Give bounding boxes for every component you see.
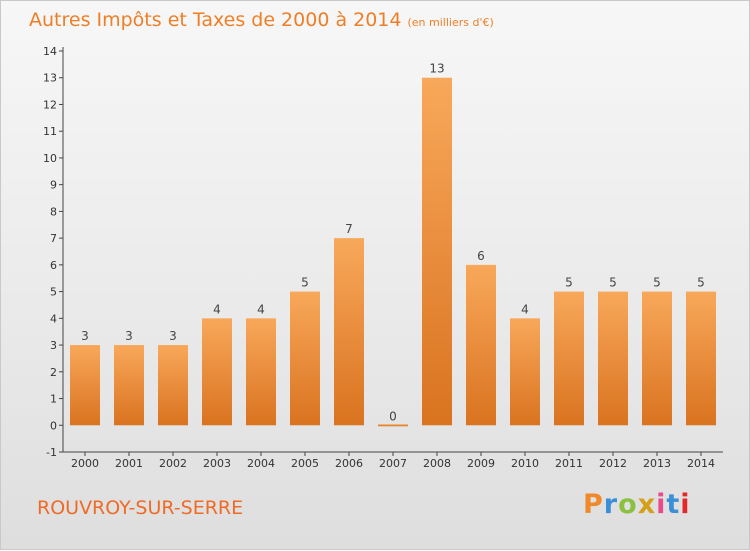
y-tick-label: 8 bbox=[50, 205, 57, 218]
bar-series bbox=[70, 77, 716, 427]
x-tick-label: 2001 bbox=[115, 457, 143, 470]
bar[interactable] bbox=[202, 318, 232, 426]
y-tick-label: -1 bbox=[46, 446, 57, 459]
logo-letter: i bbox=[656, 489, 667, 520]
x-tick-label: 2007 bbox=[379, 457, 407, 470]
bar[interactable] bbox=[114, 345, 144, 426]
x-tick-label: 2002 bbox=[159, 457, 187, 470]
chart-title-text: Autres Impôts et Taxes de 2000 à 2014 bbox=[29, 9, 402, 31]
x-tick-label: 2011 bbox=[555, 457, 583, 470]
y-tick-label: 10 bbox=[43, 152, 57, 165]
bar[interactable] bbox=[598, 291, 628, 426]
data-label: 5 bbox=[697, 276, 705, 290]
data-label: 5 bbox=[653, 276, 661, 290]
y-tick-label: 2 bbox=[50, 366, 57, 379]
data-label: 4 bbox=[521, 302, 529, 316]
bar[interactable] bbox=[510, 318, 540, 426]
x-tick-label: 2014 bbox=[687, 457, 715, 470]
x-tick-label: 2010 bbox=[511, 457, 539, 470]
data-label: 4 bbox=[257, 302, 265, 316]
logo-letter: t bbox=[666, 489, 681, 520]
y-tick-label: 11 bbox=[43, 125, 57, 138]
proxiti-logo[interactable]: Proxiti bbox=[583, 489, 691, 520]
data-labels: 3 3 3 4 4 5 7 0 13 6 4 5 5 5 5 bbox=[81, 62, 705, 424]
bar[interactable] bbox=[70, 345, 100, 426]
y-tick-label: 6 bbox=[50, 259, 57, 272]
data-label: 4 bbox=[213, 302, 221, 316]
x-tick-label: 2012 bbox=[599, 457, 627, 470]
logo-letter: r bbox=[603, 489, 619, 520]
y-tick-label: 1 bbox=[50, 393, 57, 406]
y-tick-label: 4 bbox=[50, 312, 57, 325]
data-label: 13 bbox=[429, 62, 444, 76]
y-tick-label: 12 bbox=[43, 98, 57, 111]
x-tick-label: 2013 bbox=[643, 457, 671, 470]
chart-title: Autres Impôts et Taxes de 2000 à 2014 (en… bbox=[29, 9, 494, 31]
data-label: 5 bbox=[609, 276, 617, 290]
chart-subtitle: (en milliers d'€) bbox=[407, 16, 494, 29]
logo-letter: x bbox=[637, 489, 657, 520]
bar[interactable] bbox=[158, 345, 188, 426]
data-label: 0 bbox=[389, 409, 397, 423]
commune-name: ROUVROY-SUR-SERRE bbox=[37, 497, 244, 519]
y-tick-label: 7 bbox=[50, 232, 57, 245]
y-tick-label: 9 bbox=[50, 179, 57, 192]
data-label: 5 bbox=[301, 276, 309, 290]
y-tick-label: 3 bbox=[50, 339, 57, 352]
x-tick-label: 2006 bbox=[335, 457, 363, 470]
x-tick-label: 2005 bbox=[291, 457, 319, 470]
y-tick-label: 13 bbox=[43, 72, 57, 85]
y-tick-label: 0 bbox=[50, 419, 57, 432]
logo-letter: i bbox=[680, 489, 691, 520]
bar[interactable] bbox=[686, 291, 716, 426]
data-label: 3 bbox=[169, 329, 177, 343]
bar[interactable] bbox=[642, 291, 672, 426]
logo-letter: o bbox=[618, 489, 638, 520]
x-tick-label: 2000 bbox=[71, 457, 99, 470]
y-tick-label: 5 bbox=[50, 286, 57, 299]
data-label: 3 bbox=[125, 329, 133, 343]
bar[interactable] bbox=[378, 424, 408, 427]
data-label: 5 bbox=[565, 276, 573, 290]
x-tick-label: 2003 bbox=[203, 457, 231, 470]
bar[interactable] bbox=[554, 291, 584, 426]
logo-letter: P bbox=[583, 489, 604, 520]
data-label: 6 bbox=[477, 249, 485, 263]
x-tick-label: 2004 bbox=[247, 457, 275, 470]
bar[interactable] bbox=[246, 318, 276, 426]
data-label: 7 bbox=[345, 222, 353, 236]
bar[interactable] bbox=[466, 264, 496, 426]
data-label: 3 bbox=[81, 329, 89, 343]
bar[interactable] bbox=[334, 238, 364, 426]
x-axis: 2000 2001 2002 2003 2004 2005 2006 2007 2008 2009… bbox=[63, 451, 723, 470]
y-tick-label: 14 bbox=[43, 45, 57, 58]
x-tick-label: 2008 bbox=[423, 457, 451, 470]
x-tick-label: 2009 bbox=[467, 457, 495, 470]
bar[interactable] bbox=[422, 77, 452, 426]
bar[interactable] bbox=[290, 291, 320, 426]
